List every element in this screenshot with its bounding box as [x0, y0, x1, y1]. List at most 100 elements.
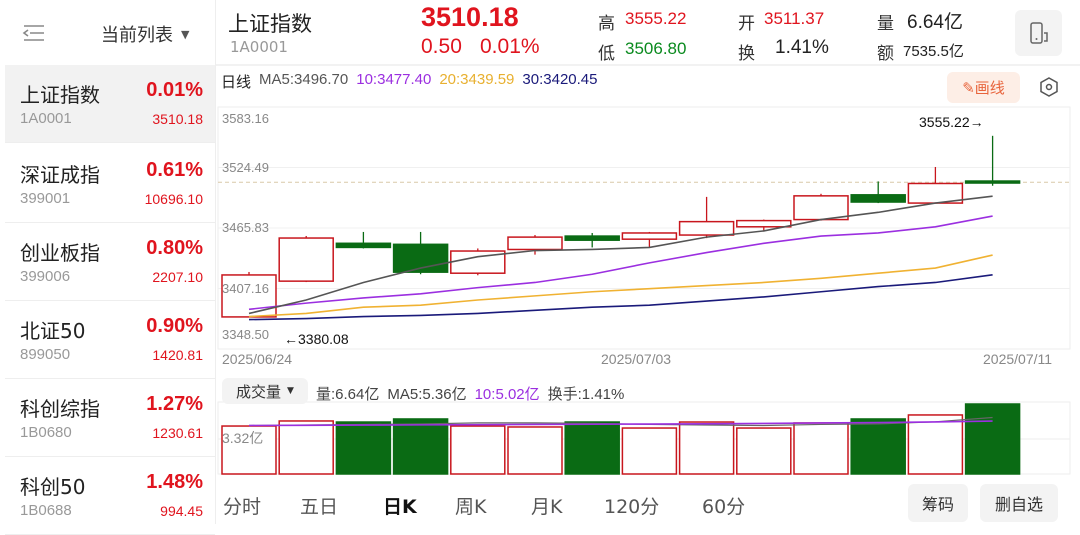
indicator-label: 成交量: [236, 382, 282, 401]
stock-code: 1A0001: [230, 38, 288, 56]
chips-button[interactable]: 筹码: [908, 484, 968, 522]
indicator-selector[interactable]: 成交量 ▼: [222, 378, 308, 404]
volume-ma5: MA5:5.36亿: [387, 386, 467, 403]
volume-bar: [678, 421, 735, 475]
volume-bar: [907, 414, 964, 475]
index-price: 10696.10: [144, 191, 203, 207]
tab-2[interactable]: 日K: [383, 496, 417, 518]
index-name: 北证50: [20, 319, 86, 343]
index-price: 2207.10: [152, 269, 203, 285]
candle-body: [736, 219, 792, 228]
index-change-pct: 1.27%: [146, 393, 203, 415]
tab-5[interactable]: 120分: [604, 496, 660, 518]
index-code: 399001: [20, 190, 71, 207]
y-tick: 3583.16: [222, 111, 269, 126]
sidebar-item[interactable]: 科创50 1B0688 1.48% 994.45: [5, 457, 215, 535]
price-change-pct: 0.01%: [480, 35, 540, 58]
open-value: 3511.37: [764, 9, 825, 28]
open-label: 开: [738, 14, 755, 34]
volume-bar: [793, 422, 849, 475]
current-price: 3510.18: [421, 2, 519, 32]
sidebar-item[interactable]: 科创综指 1B0680 1.27% 1230.61: [5, 379, 215, 457]
index-code: 1A0001: [20, 110, 72, 127]
index-price: 1230.61: [152, 425, 203, 441]
x-tick-end: 2025/07/11: [983, 351, 1053, 367]
volume-value: 6.64亿: [907, 12, 963, 33]
y-tick: 3407.16: [222, 280, 269, 296]
amount-value: 7535.5亿: [903, 43, 964, 60]
max-price-label: 3555.22→: [919, 114, 984, 130]
ma-legend: 日线 MA5:3496.70 10:3477.40 20:3439.59 30:…: [221, 71, 597, 92]
index-change-pct: 0.01%: [146, 79, 203, 101]
index-code: 899050: [20, 346, 71, 363]
index-change-pct: 1.48%: [146, 471, 203, 493]
volume-bar: [335, 421, 392, 475]
volume-today: 量:6.64亿: [316, 386, 380, 403]
candlestick-chart[interactable]: [0, 0, 1080, 480]
volume-bar: [392, 418, 449, 475]
index-change-pct: 0.80%: [146, 237, 203, 259]
volume-turnover: 换手:1.41%: [547, 386, 625, 403]
volume-bar: [221, 425, 277, 475]
tab-3[interactable]: 周K: [455, 496, 487, 518]
volume-ma10-line: [248, 420, 993, 427]
index-code: 399006: [20, 268, 71, 285]
candle-body: [621, 232, 678, 240]
remove-watchlist-button[interactable]: 删自选: [980, 484, 1058, 522]
index-name: 科创综指: [20, 397, 100, 421]
ma5-line: [248, 195, 993, 315]
candle-body: [507, 236, 563, 251]
candle-body: [678, 220, 735, 236]
x-tick-mid: 2025/07/03: [601, 351, 672, 367]
index-code: 1B0688: [20, 502, 72, 519]
ma10-line: [248, 215, 993, 311]
ma30-value: 30:3420.45: [522, 71, 598, 88]
device-switch-button[interactable]: [1015, 10, 1062, 56]
tab-1[interactable]: 五日: [300, 496, 339, 518]
collapse-list-icon[interactable]: [22, 24, 44, 42]
candle-body: [278, 237, 334, 282]
volume-y-tick: 3.32亿: [222, 430, 264, 446]
draw-line-button[interactable]: ✎ 画线: [947, 72, 1020, 103]
sidebar: 当前列表 ▼ 上证指数 1A0001 0.01% 3510.18 深证成指 399…: [0, 0, 216, 535]
sidebar-item[interactable]: 北证50 899050 0.90% 1420.81: [5, 301, 215, 379]
tab-0[interactable]: 分时: [223, 496, 262, 518]
volume-legend: 量:6.64亿 MA5:5.36亿 10:5.02亿 换手:1.41%: [316, 383, 624, 404]
volume-bar: [736, 427, 792, 475]
volume-bar: [964, 403, 1021, 475]
candle-body: [964, 180, 1021, 184]
index-code: 1B0680: [20, 424, 72, 441]
high-value: 3555.22: [625, 9, 687, 28]
candle-body: [793, 195, 849, 221]
x-tick-start: 2025/06/24: [222, 351, 293, 367]
volume-bar: [278, 420, 334, 475]
index-price: 994.45: [160, 503, 203, 519]
candle-body: [850, 194, 906, 203]
candle-body: [335, 242, 392, 249]
sidebar-item[interactable]: 上证指数 1A0001 0.01% 3510.18: [5, 65, 215, 143]
ma10-value: 10:3477.40: [356, 71, 432, 88]
volume-ma10: 10:5.02亿: [474, 386, 540, 403]
low-value: 3506.80: [625, 39, 687, 58]
sidebar-item[interactable]: 深证成指 399001 0.61% 10696.10: [5, 145, 215, 223]
high-label: 高: [598, 14, 615, 34]
list-title: 当前列表: [101, 25, 173, 46]
ma5-value: MA5:3496.70: [259, 71, 349, 88]
index-name: 深证成指: [20, 163, 100, 187]
y-tick: 3348.50: [222, 327, 269, 342]
sidebar-item[interactable]: 创业板指 399006 0.80% 2207.10: [5, 223, 215, 301]
pencil-icon: ✎: [962, 78, 975, 97]
volume-label: 量: [877, 14, 894, 34]
candle-body: [564, 235, 620, 241]
stock-name: 上证指数: [228, 12, 312, 36]
caret-down-icon: ▼: [181, 27, 190, 41]
settings-icon[interactable]: [1039, 77, 1059, 101]
tab-4[interactable]: 月K: [531, 496, 563, 518]
list-selector[interactable]: 当前列表 ▼: [101, 21, 189, 47]
index-name: 上证指数: [20, 83, 100, 107]
header-divider: [216, 64, 1080, 66]
ma20-value: 20:3439.59: [439, 71, 515, 88]
y-tick: 3465.83: [222, 220, 269, 235]
tab-6[interactable]: 60分: [702, 496, 746, 518]
index-name: 创业板指: [20, 241, 100, 265]
